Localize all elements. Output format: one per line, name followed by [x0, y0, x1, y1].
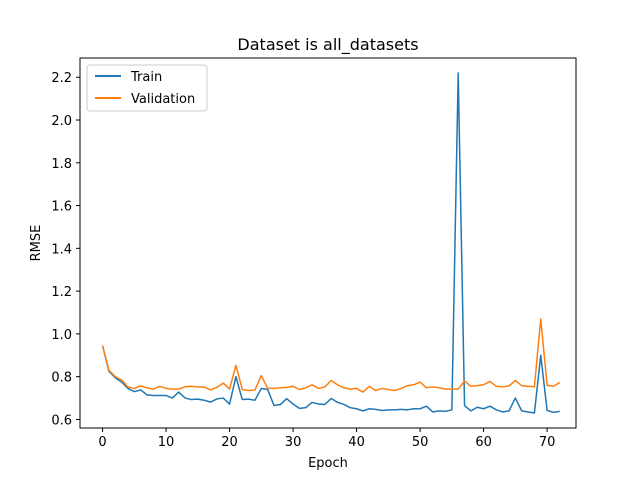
plot-area-frame: [79, 57, 577, 429]
y-tick-label: 1.4: [51, 242, 72, 257]
x-tick-label: 30: [285, 435, 302, 450]
y-tick-label: 1.0: [51, 328, 72, 343]
x-tick-label: 10: [158, 435, 175, 450]
y-axis-title: RMSE: [29, 225, 44, 262]
y-tick-label: 2.2: [51, 71, 72, 86]
chart-title: Dataset is all_datasets: [237, 35, 418, 55]
series-line-validation: [101, 318, 561, 393]
x-tick-label: 60: [475, 435, 492, 450]
y-tick-label: 2.0: [51, 114, 72, 129]
y-tick-label: 0.6: [51, 413, 72, 428]
y-axis-ticks: 0.6 0.8 1.0 1.2 1.4 1.6 1.8 2.0 2.2: [51, 71, 80, 428]
legend: Train Validation: [86, 64, 208, 112]
y-tick-label: 1.8: [51, 157, 72, 172]
legend-label-validation: Validation: [131, 92, 195, 107]
x-tick-label: 70: [539, 435, 556, 450]
x-axis-title: Epoch: [308, 456, 348, 471]
x-tick-label: 20: [221, 435, 238, 450]
y-tick-label: 1.2: [51, 285, 72, 300]
series-line-train: [101, 72, 560, 414]
legend-label-train: Train: [130, 70, 162, 85]
x-tick-label: 0: [98, 435, 106, 450]
x-tick-label: 40: [348, 435, 365, 450]
x-axis-ticks: 0 10 20 30 40 50 60 70: [98, 428, 555, 450]
y-tick-label: 0.8: [51, 371, 72, 386]
x-tick-label: 50: [412, 435, 429, 450]
plot-lines: [101, 72, 561, 414]
y-tick-label: 1.6: [51, 200, 72, 215]
